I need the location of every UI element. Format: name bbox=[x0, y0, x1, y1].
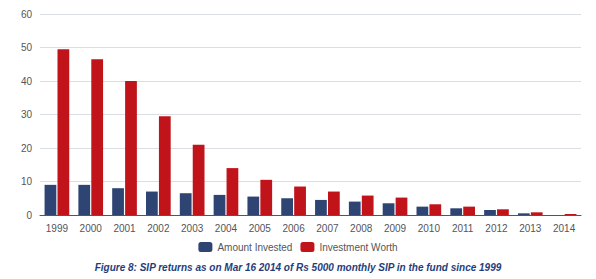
svg-text:2002: 2002 bbox=[147, 223, 170, 234]
svg-text:2014: 2014 bbox=[553, 223, 576, 234]
svg-text:2013: 2013 bbox=[519, 223, 542, 234]
svg-text:2012: 2012 bbox=[485, 223, 508, 234]
svg-text:10: 10 bbox=[21, 176, 33, 187]
svg-text:30: 30 bbox=[21, 109, 33, 120]
svg-text:50: 50 bbox=[21, 42, 33, 53]
svg-text:2006: 2006 bbox=[282, 223, 305, 234]
svg-text:Investment Worth: Investment Worth bbox=[319, 242, 397, 253]
svg-text:2009: 2009 bbox=[384, 223, 407, 234]
svg-text:2005: 2005 bbox=[249, 223, 272, 234]
svg-text:2000: 2000 bbox=[80, 223, 103, 234]
svg-text:2001: 2001 bbox=[113, 223, 136, 234]
svg-text:Amount Invested: Amount Invested bbox=[217, 242, 292, 253]
svg-text:0: 0 bbox=[26, 210, 32, 221]
svg-text:20: 20 bbox=[21, 143, 33, 154]
svg-text:40: 40 bbox=[21, 76, 33, 87]
svg-text:2007: 2007 bbox=[316, 223, 339, 234]
svg-text:2004: 2004 bbox=[215, 223, 238, 234]
svg-text:Figure 8: SIP returns as on Ma: Figure 8: SIP returns as on Mar 16 2014 … bbox=[95, 262, 502, 273]
svg-text:1999: 1999 bbox=[46, 223, 69, 234]
svg-text:2011: 2011 bbox=[452, 223, 474, 234]
svg-text:2003: 2003 bbox=[181, 223, 204, 234]
svg-text:60: 60 bbox=[21, 9, 33, 20]
svg-text:2010: 2010 bbox=[418, 223, 441, 234]
svg-text:2008: 2008 bbox=[350, 223, 373, 234]
